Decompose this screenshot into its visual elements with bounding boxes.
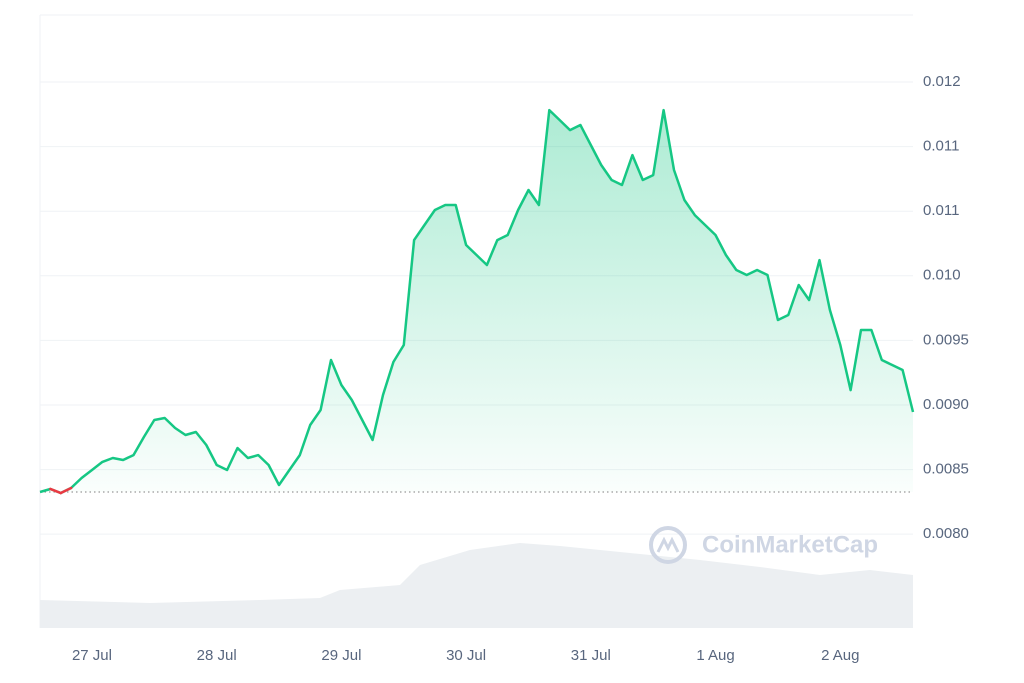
y-tick-label: 0.0080 bbox=[923, 525, 969, 542]
watermark: CoinMarketCap bbox=[649, 526, 878, 564]
y-tick-label: 0.0095 bbox=[923, 331, 969, 348]
area-fill bbox=[40, 110, 913, 493]
x-tick-label: 28 Jul bbox=[197, 647, 237, 664]
y-tick-label: 0.011 bbox=[923, 138, 959, 155]
watermark-text: CoinMarketCap bbox=[702, 531, 878, 558]
x-tick-label: 30 Jul bbox=[446, 647, 486, 664]
below-baseline-segment bbox=[49, 487, 63, 495]
y-tick-label: 0.010 bbox=[923, 267, 961, 284]
y-tick-label: 0.012 bbox=[923, 73, 961, 90]
y-tick-label: 0.0090 bbox=[923, 396, 969, 413]
x-tick-label: 1 Aug bbox=[696, 647, 734, 664]
y-tick-label: 0.0085 bbox=[923, 461, 969, 478]
x-tick-label: 31 Jul bbox=[571, 647, 611, 664]
x-tick-label: 27 Jul bbox=[72, 647, 112, 664]
x-tick-label: 29 Jul bbox=[321, 647, 361, 664]
price-line bbox=[39, 108, 915, 495]
below-baseline-segment bbox=[59, 486, 73, 495]
x-tick-label: 2 Aug bbox=[821, 647, 859, 664]
volume-area bbox=[40, 543, 913, 628]
y-tick-label: 0.011 bbox=[923, 202, 959, 219]
